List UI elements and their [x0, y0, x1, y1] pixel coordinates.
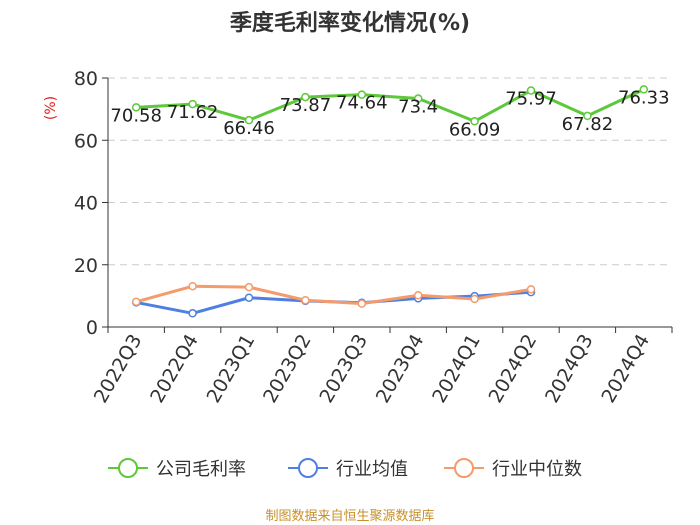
source-note: 制图数据来自恒生聚源数据库	[265, 508, 434, 524]
legend-marker-行业均值	[298, 458, 318, 478]
x-tick-labels: 2022Q3 2022Q4 2023Q1 2023Q2 2023Q3 2023Q4 2024…	[90, 330, 654, 406]
series-line-行业中位数	[135, 284, 532, 306]
point-公司毛利率-2023Q2	[301, 92, 310, 102]
series-line-公司毛利率	[136, 88, 645, 123]
legend-marker-公司毛利率	[118, 458, 138, 478]
point-行业均值-2023Q1	[244, 293, 254, 302]
x-tick-label-2023Q1: 2023Q1	[203, 331, 260, 407]
x-tick-label-2023Q3: 2023Q3	[315, 331, 372, 407]
x-tick-label-2023Q2: 2023Q2	[259, 331, 316, 407]
data-label-2024Q4: 76.33	[618, 87, 670, 108]
point-行业中位数-2022Q3	[131, 297, 141, 307]
y-tick-label-20: 20	[74, 255, 98, 277]
point-公司毛利率-2023Q4	[413, 94, 423, 103]
point-行业中位数-2024Q2	[526, 285, 536, 294]
x-tick-label-2022Q3: 2022Q3	[90, 331, 147, 407]
data-label-2024Q2: 75.97	[505, 89, 557, 110]
chart-title: 季度毛利率变化情况(%)	[230, 10, 470, 36]
point-公司毛利率-2022Q4	[188, 99, 197, 109]
y-tick-label-80: 80	[74, 68, 98, 90]
point-公司毛利率-2024Q1	[470, 117, 479, 126]
y-tick-labels: 0 20 40 60 80	[74, 68, 98, 339]
legend-label-行业中位数: 行业中位数	[492, 459, 582, 480]
data-label-2024Q1: 66.09	[449, 119, 501, 140]
x-tick-label-2023Q4: 2023Q4	[372, 331, 429, 407]
x-tick-label-2024Q4: 2024Q4	[597, 331, 654, 407]
legend-marker-行业中位数	[454, 458, 474, 478]
axes	[107, 78, 673, 333]
legend-label-行业均值: 行业均值	[336, 459, 408, 480]
data-label-2022Q3: 70.58	[110, 105, 162, 126]
point-行业中位数-2024Q1	[470, 294, 479, 304]
point-公司毛利率-2023Q1	[244, 115, 254, 125]
data-label-2023Q2: 73.87	[280, 95, 332, 116]
y-tick-label-40: 40	[74, 193, 98, 215]
data-label-2022Q4: 71.62	[167, 102, 219, 123]
point-行业中位数-2023Q2	[301, 295, 310, 305]
x-tick-label-2024Q2: 2024Q2	[485, 331, 542, 407]
y-tick-label-0: 0	[86, 317, 98, 339]
y-tick-label-60: 60	[74, 130, 98, 152]
data-label-2023Q3: 74.64	[336, 93, 388, 114]
point-公司毛利率-2024Q4	[639, 85, 649, 94]
point-行业中位数-2022Q4	[188, 281, 197, 291]
point-公司毛利率-2023Q3	[357, 90, 367, 99]
point-行业均值-2022Q4	[188, 309, 197, 318]
grid-lines	[102, 77, 672, 328]
legend: 公司毛利率 行业均值 行业中位数	[108, 458, 582, 480]
point-行业中位数-2023Q1	[244, 282, 254, 292]
point-公司毛利率-2024Q2	[526, 86, 536, 95]
data-label-2023Q1: 66.46	[223, 118, 275, 139]
y-axis-label: (%)	[43, 96, 59, 120]
point-行业中位数-2023Q4	[413, 291, 423, 300]
series-lines	[131, 85, 649, 318]
point-公司毛利率-2022Q3	[131, 103, 141, 112]
x-tick-label-2022Q4: 2022Q4	[146, 331, 203, 407]
x-tick-label-2024Q3: 2024Q3	[541, 331, 598, 407]
legend-label-公司毛利率: 公司毛利率	[156, 459, 246, 480]
x-tick-label-2024Q1: 2024Q1	[428, 330, 485, 406]
data-label-2023Q4: 73.4	[398, 97, 438, 118]
point-行业中位数-2023Q3	[357, 299, 367, 308]
point-公司毛利率-2024Q3	[583, 111, 592, 121]
data-label-2024Q3: 67.82	[562, 114, 614, 135]
